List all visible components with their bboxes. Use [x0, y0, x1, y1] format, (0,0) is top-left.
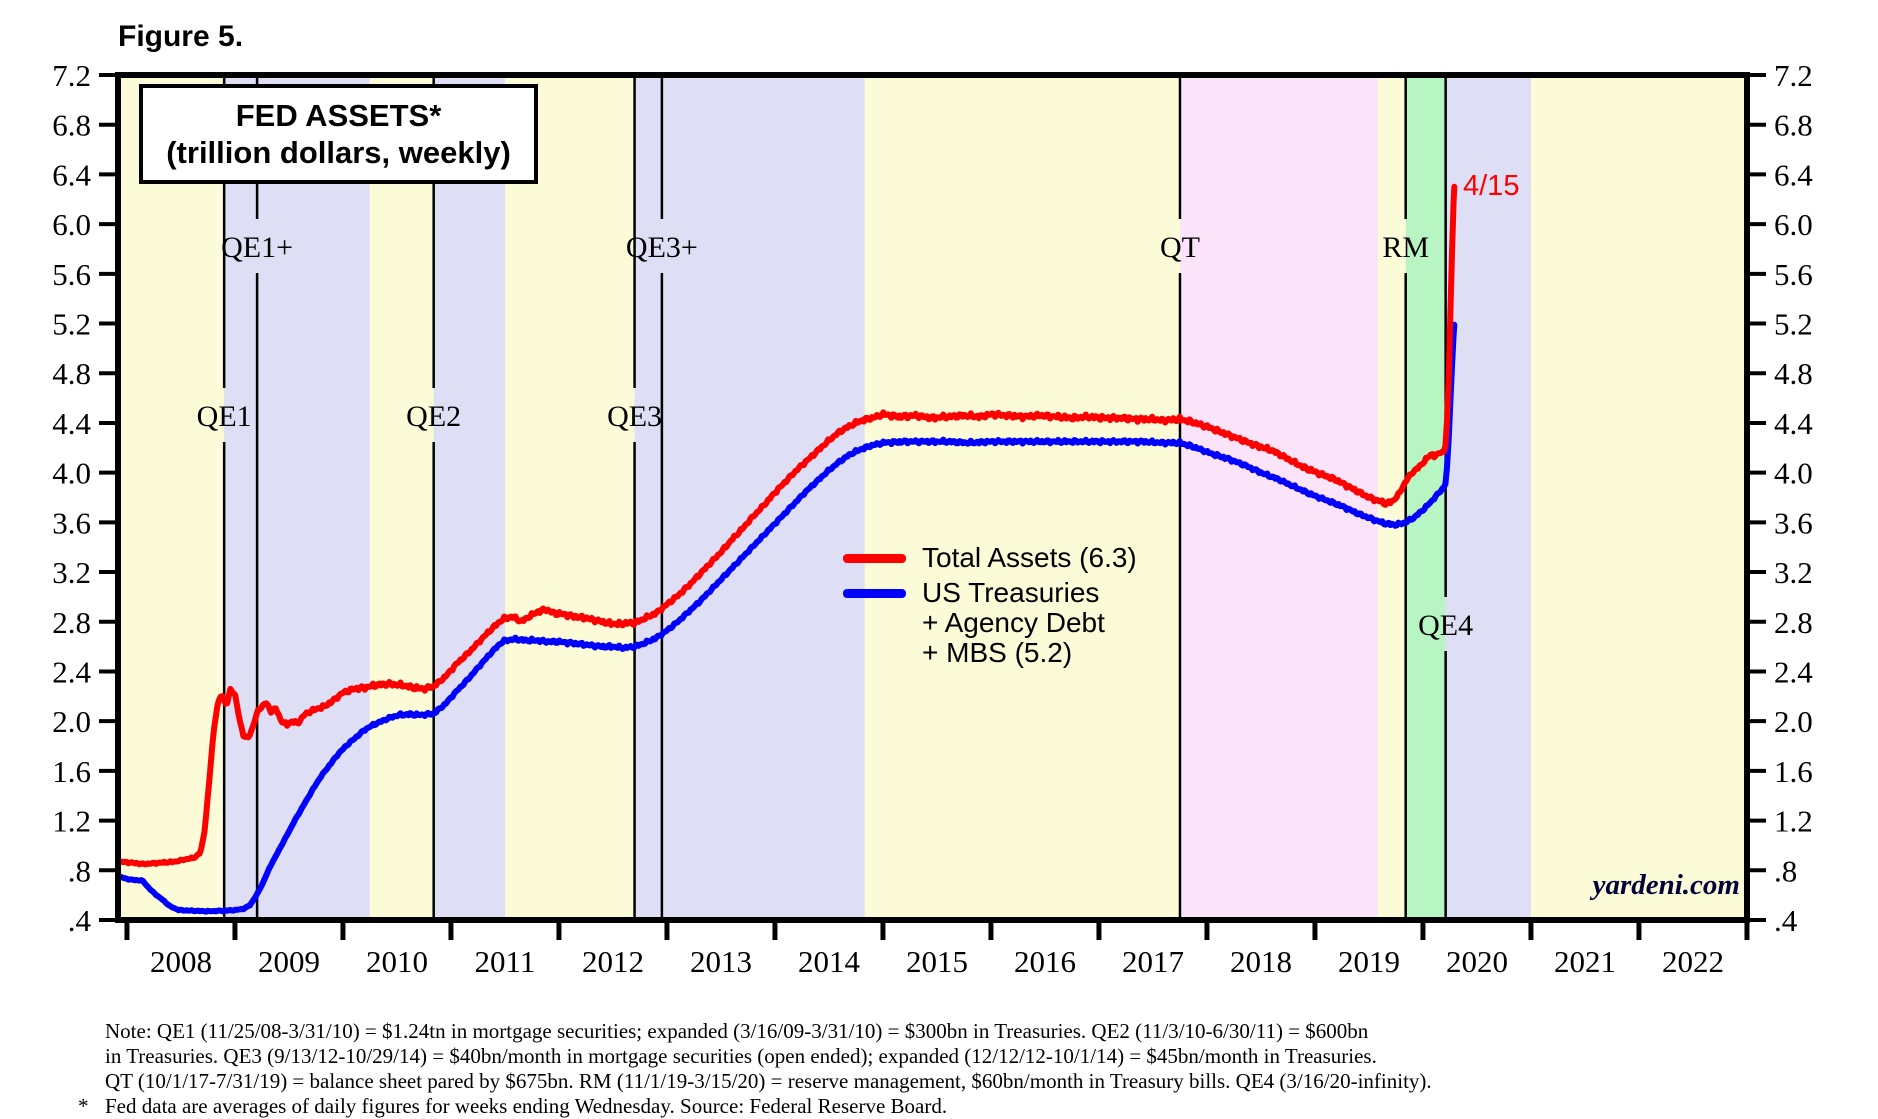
x-year-label: 2010: [366, 944, 428, 979]
y-axis-label-left: 6.0: [52, 207, 91, 242]
chart-subtitle: (trillion dollars, weekly): [166, 135, 511, 170]
event-label-qe1: QE1: [197, 400, 252, 433]
x-year-label: 2012: [582, 944, 644, 979]
y-axis-label-left: .4: [68, 903, 92, 938]
y-axis-label-left: 7.2: [52, 58, 91, 93]
y-axis-label-left: 1.2: [52, 804, 91, 839]
y-axis-label-right: 4.8: [1774, 356, 1813, 391]
note-line: Note: QE1 (11/25/08-3/31/10) = $1.24tn i…: [105, 1019, 1369, 1043]
y-axis-label-right: 2.0: [1774, 704, 1813, 739]
y-axis-label-left: 2.4: [52, 654, 91, 689]
y-axis-label-right: 1.2: [1774, 804, 1813, 839]
event-label-qe1+: QE1+: [221, 231, 293, 264]
x-year-label: 2022: [1662, 944, 1724, 979]
y-axis-label-right: .4: [1774, 903, 1798, 938]
y-axis-label-left: 5.6: [52, 257, 91, 292]
x-year-label: 2019: [1338, 944, 1400, 979]
y-axis-label-right: 2.4: [1774, 654, 1813, 689]
note-asterisk: *: [78, 1094, 89, 1118]
event-label-qe2: QE2: [406, 400, 461, 433]
x-year-label: 2009: [258, 944, 320, 979]
note-line: QT (10/1/17-7/31/19) = balance sheet par…: [105, 1069, 1432, 1093]
x-year-label: 2018: [1230, 944, 1292, 979]
y-axis-label-left: 3.6: [52, 505, 91, 540]
legend-label-treasuries-agency-mbs: US Treasuries + Agency Debt + MBS (5.2): [922, 577, 1105, 668]
y-axis-label-left: 6.4: [52, 157, 91, 192]
legend-label-total-assets: Total Assets (6.3): [922, 542, 1137, 573]
y-axis-label-right: .8: [1774, 853, 1797, 888]
x-year-label: 2016: [1014, 944, 1076, 979]
event-label-qt: QT: [1160, 231, 1200, 264]
note-line: in Treasuries. QE3 (9/13/12-10/29/14) = …: [105, 1044, 1377, 1068]
y-axis-label-right: 1.6: [1774, 754, 1813, 789]
plot-frame: [115, 72, 1750, 923]
y-axis-label-right: 2.8: [1774, 605, 1813, 640]
latest-date-annotation: 4/15: [1463, 170, 1520, 202]
chart-title: FED ASSETS*: [235, 98, 442, 133]
y-axis-label-right: 6.8: [1774, 108, 1813, 143]
legend-swatch-total-assets: [843, 554, 906, 563]
note-line: * Fed data are averages of daily figures …: [78, 1094, 948, 1118]
y-axis-label-right: 5.2: [1774, 307, 1813, 342]
y-axis-label-left: 6.8: [52, 108, 91, 143]
band-qe2: [433, 78, 505, 917]
band-qt: [1179, 78, 1378, 917]
y-axis-label-left: 4.0: [52, 456, 91, 491]
legend: Total Assets (6.3) US Treasuries + Agency…: [843, 543, 1137, 673]
event-label-qe4: QE4: [1418, 609, 1473, 642]
x-year-label: 2017: [1122, 944, 1184, 979]
title-box: FED ASSETS* (trillion dollars, weekly): [139, 84, 538, 184]
y-axis-label-right: 6.4: [1774, 157, 1813, 192]
x-year-label: 2008: [150, 944, 212, 979]
legend-item-total-assets: Total Assets (6.3): [843, 543, 1137, 573]
x-year-label: 2014: [798, 944, 861, 979]
y-axis-label-left: .8: [68, 853, 91, 888]
y-axis-label-right: 6.0: [1774, 207, 1813, 242]
y-axis-label-right: 3.2: [1774, 555, 1813, 590]
y-axis-label-left: 4.4: [52, 406, 91, 441]
y-axis-label-left: 1.6: [52, 754, 91, 789]
legend-swatch-treasuries-agency-mbs: [843, 589, 906, 598]
x-year-label: 2013: [690, 944, 752, 979]
y-axis-label-left: 5.2: [52, 307, 91, 342]
y-axis-label-right: 7.2: [1774, 58, 1813, 93]
y-axis-label-left: 3.2: [52, 555, 91, 590]
x-year-label: 2021: [1554, 944, 1616, 979]
y-axis-label-right: 4.4: [1774, 406, 1813, 441]
watermark-yardeni: yardeni.com: [1592, 869, 1740, 901]
band-qe3: [634, 78, 865, 917]
event-label-qe3: QE3: [607, 400, 662, 433]
event-label-rm: RM: [1382, 231, 1429, 264]
y-axis-label-left: 2.0: [52, 704, 91, 739]
treasuries-agency-mbs-line: [115, 321, 1458, 915]
x-year-label: 2011: [475, 944, 536, 979]
y-axis-label-right: 4.0: [1774, 456, 1813, 491]
total-assets-line: [115, 183, 1458, 868]
chart-notes: Note: QE1 (11/25/08-3/31/10) = $1.24tn i…: [78, 1019, 1665, 1119]
event-label-qe3+: QE3+: [626, 231, 698, 264]
y-axis-label-left: 4.8: [52, 356, 91, 391]
x-year-label: 2020: [1446, 944, 1508, 979]
legend-item-treasuries-agency-mbs: US Treasuries + Agency Debt + MBS (5.2): [843, 578, 1137, 668]
y-axis-label-right: 5.6: [1774, 257, 1813, 292]
band-qe1: [224, 78, 370, 917]
band-rm: [1405, 78, 1446, 917]
x-year-label: 2015: [906, 944, 968, 979]
y-axis-label-left: 2.8: [52, 605, 91, 640]
band-qe4: [1445, 78, 1531, 917]
figure-label: Figure 5.: [118, 20, 244, 53]
y-axis-label-right: 3.6: [1774, 505, 1813, 540]
